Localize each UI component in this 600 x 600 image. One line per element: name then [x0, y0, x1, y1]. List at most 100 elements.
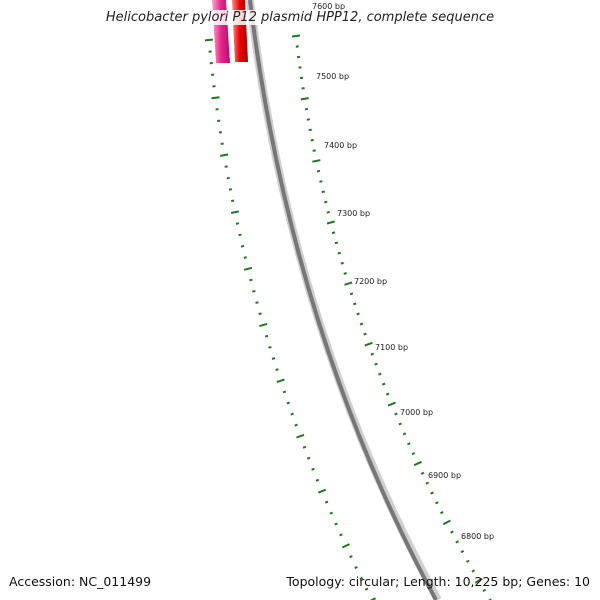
outer-track-minor-tick — [321, 190, 325, 194]
inner-track-minor-tick — [240, 244, 245, 248]
outer-track-major-tick — [300, 97, 309, 101]
scale-label-6800: 6800 bp — [461, 532, 494, 541]
inner-track-major-tick — [296, 433, 305, 439]
outer-track-major-tick — [442, 519, 451, 526]
inner-track-minor-tick — [220, 142, 224, 145]
inner-track-minor-tick — [235, 222, 240, 225]
inner-track-minor-tick — [302, 445, 307, 449]
outer-track-major-tick — [387, 401, 396, 407]
outer-track-major-tick — [326, 220, 335, 225]
inner-track-minor-tick — [255, 301, 259, 304]
inner-track-minor-tick — [282, 390, 287, 394]
outer-track-minor-tick — [411, 452, 416, 456]
outer-track-major-tick — [413, 460, 422, 467]
inner-track-major-tick — [369, 597, 377, 600]
outer-track-minor-tick — [402, 432, 407, 436]
inner-track-minor-tick — [315, 478, 320, 482]
inner-track-minor-tick — [286, 401, 290, 405]
inner-track-minor-tick — [324, 500, 329, 504]
outer-track-minor-tick — [455, 540, 459, 544]
outer-track-major-tick — [344, 281, 353, 286]
scale-label-7100: 7100 bp — [375, 343, 408, 352]
outer-track-minor-tick — [353, 302, 357, 306]
scale-label-7000: 7000 bp — [400, 408, 433, 417]
inner-track-major-tick — [220, 153, 229, 157]
summary-text: Topology: circular; Length: 10,225 bp; G… — [286, 574, 590, 589]
outer-track-minor-tick — [306, 118, 310, 121]
inner-track-major-tick — [259, 322, 268, 328]
inner-track-minor-tick — [258, 312, 262, 316]
scale-labels: 7600 bp 7500 bp 7400 bp 7300 bp 7200 bp 7100 … — [312, 2, 494, 541]
outer-track-minor-tick — [312, 149, 316, 152]
scale-label-7300: 7300 bp — [337, 209, 370, 218]
scale-label-6900: 6900 bp — [428, 471, 461, 480]
inner-track-minor-tick — [275, 368, 279, 372]
outer-track-minor-tick — [319, 180, 323, 183]
inner-track-minor-tick — [243, 256, 247, 259]
outer-track-minor-tick — [378, 372, 382, 376]
backbone-arc — [248, 0, 438, 600]
outer-track-minor-tick — [466, 559, 470, 563]
scale-label-7200: 7200 bp — [354, 277, 387, 286]
inner-track-minor-tick — [252, 289, 256, 293]
scale-label-7600: 7600 bp — [312, 2, 345, 11]
inner-track-major-tick — [230, 210, 240, 214]
inner-track-major-tick — [211, 96, 220, 100]
inner-track-major-tick — [276, 378, 285, 384]
backbone-shadow — [246, 0, 442, 600]
outer-track-minor-tick — [407, 442, 411, 446]
outer-track-minor-tick — [324, 200, 328, 204]
inner-track-minor-tick — [294, 423, 298, 427]
outer-track-minor-tick — [374, 362, 378, 366]
inner-track-minor-tick — [226, 176, 230, 180]
inner-track-minor-tick — [349, 555, 353, 559]
outer-track-minor-tick — [482, 588, 487, 592]
outer-track-major-tick — [312, 159, 321, 163]
inner-track-minor-tick — [230, 199, 235, 203]
inner-track-minor-tick — [224, 165, 228, 168]
outer-track-minor-tick — [316, 169, 321, 173]
outer-track-minor-tick — [326, 210, 330, 214]
scale-label-7400: 7400 bp — [324, 141, 357, 150]
inner-track-minor-tick — [354, 565, 358, 570]
inner-track-major-tick — [317, 488, 327, 494]
outer-track-minor-tick — [356, 312, 360, 316]
map-title: Helicobacter pylori P12 plasmid HPP12, c… — [0, 10, 600, 25]
inner-track-minor-tick — [268, 345, 272, 349]
outer-track-minor-tick — [308, 128, 312, 132]
outer-track-minor-tick — [440, 511, 444, 515]
outer-track-minor-tick — [340, 261, 344, 265]
inner-track-major-tick — [341, 543, 350, 549]
outer-track-minor-tick — [334, 241, 339, 245]
tick-marks — [204, 34, 492, 600]
outer-track-minor-tick — [398, 422, 402, 426]
inner-track-minor-tick — [364, 587, 369, 591]
inner-track-major-tick — [243, 266, 253, 271]
outer-track-major-tick — [474, 577, 483, 584]
inner-track-minor-tick — [249, 278, 253, 282]
outer-track-minor-tick — [471, 569, 475, 573]
outer-track-minor-tick — [460, 550, 465, 554]
outer-track-minor-tick — [331, 231, 336, 235]
outer-track-minor-tick — [359, 322, 364, 326]
inner-track-minor-tick — [339, 533, 343, 537]
inner-track-minor-tick — [290, 412, 294, 416]
outer-track-minor-tick — [420, 471, 425, 475]
outer-track-major-tick — [291, 34, 301, 38]
outer-track-minor-tick — [337, 251, 341, 255]
outer-track-minor-tick — [370, 352, 375, 356]
scale-label-7500: 7500 bp — [316, 72, 349, 81]
outer-track-minor-tick — [310, 138, 314, 142]
outer-track-minor-tick — [349, 292, 354, 296]
outer-track-minor-tick — [343, 272, 347, 275]
accession-text: Accession: NC_011499 — [9, 574, 152, 589]
outer-track-minor-tick — [435, 501, 439, 505]
inner-track-minor-tick — [334, 522, 338, 526]
outer-track-minor-tick — [381, 382, 386, 386]
outer-track-minor-tick — [363, 332, 367, 336]
outer-track-minor-tick — [430, 491, 434, 495]
inner-track-minor-tick — [359, 576, 364, 580]
outer-track-minor-tick — [488, 598, 492, 600]
inner-track-minor-tick — [311, 467, 315, 471]
